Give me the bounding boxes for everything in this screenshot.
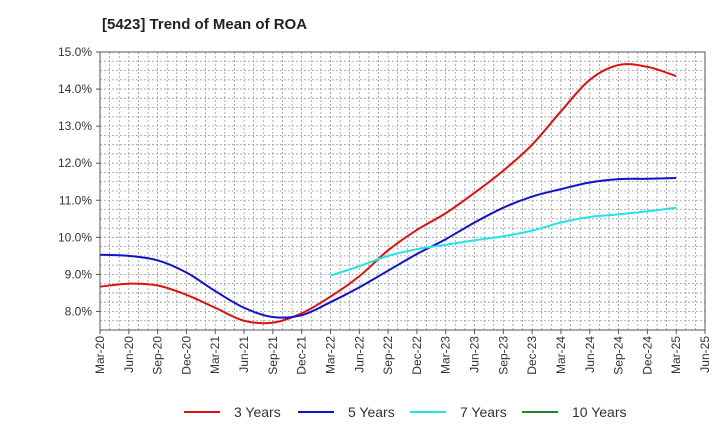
x-tick-label: Jun-20 xyxy=(122,336,136,373)
x-tick-label: Jun-22 xyxy=(352,336,366,373)
series-line-7-years xyxy=(330,206,677,277)
x-tick-label: Dec-23 xyxy=(525,336,539,375)
grid-lines xyxy=(100,52,705,330)
x-tick-label: Dec-20 xyxy=(179,336,193,375)
legend: 3 Years 5 Years 7 Years 10 Years xyxy=(0,404,720,428)
x-tick-label: Mar-24 xyxy=(554,336,568,374)
x-tick-label: Jun-21 xyxy=(237,336,251,373)
x-tick-label: Mar-25 xyxy=(669,336,683,374)
legend-label-10-years: 10 Years xyxy=(572,404,627,420)
legend-swatch-5-years xyxy=(298,411,334,413)
x-tick-label: Dec-21 xyxy=(295,336,309,375)
y-tick-label: 12.0% xyxy=(58,156,92,170)
x-tick-label: Dec-22 xyxy=(410,336,424,375)
legend-swatch-7-years xyxy=(410,411,446,413)
legend-item-10-years: 10 Years xyxy=(522,404,627,420)
y-axis-ticks: 8.0% 9.0% 10.0% 11.0% 12.0% 13.0% 14.0% 15.0% xyxy=(58,45,100,318)
y-tick-label: 8.0% xyxy=(65,304,93,318)
x-tick-label: Jun-23 xyxy=(468,336,482,373)
x-tick-label: Sep-24 xyxy=(612,336,626,375)
x-axis-ticks: Mar-20 Jun-20 Sep-20 Dec-20 Mar-21 Jun-21 Sep-… xyxy=(93,330,712,375)
legend-item-7-years: 7 Years xyxy=(410,404,507,420)
series-line-5-years xyxy=(99,177,677,319)
x-tick-label: Jun-24 xyxy=(583,336,597,373)
x-tick-label: Jun-25 xyxy=(698,336,712,373)
y-tick-label: 14.0% xyxy=(58,82,92,96)
y-tick-label: 15.0% xyxy=(58,45,92,59)
legend-label-3-years: 3 Years xyxy=(234,404,281,420)
y-tick-label: 9.0% xyxy=(65,267,93,281)
y-tick-label: 13.0% xyxy=(58,119,92,133)
x-tick-label: Sep-21 xyxy=(266,336,280,375)
x-tick-label: Mar-21 xyxy=(208,336,222,374)
series-line-3-years xyxy=(99,63,677,325)
chart-title: [5423] Trend of Mean of ROA xyxy=(102,16,308,33)
legend-label-5-years: 5 Years xyxy=(348,404,395,420)
legend-swatch-3-years xyxy=(184,411,220,413)
plot-border xyxy=(99,51,706,331)
y-tick-label: 10.0% xyxy=(58,230,92,244)
x-tick-label: Mar-22 xyxy=(323,336,337,374)
y-tick-label: 11.0% xyxy=(59,193,92,207)
x-tick-label: Sep-20 xyxy=(151,336,165,375)
x-tick-label: Mar-20 xyxy=(93,336,107,374)
legend-item-3-years: 3 Years xyxy=(184,404,281,420)
legend-swatch-10-years xyxy=(522,411,558,413)
series-lines xyxy=(99,63,677,325)
legend-label-7-years: 7 Years xyxy=(460,404,507,420)
x-tick-label: Sep-22 xyxy=(381,336,395,375)
x-tick-label: Mar-23 xyxy=(439,336,453,374)
x-tick-label: Dec-24 xyxy=(640,336,654,375)
legend-item-5-years: 5 Years xyxy=(298,404,395,420)
x-tick-label: Sep-23 xyxy=(496,336,510,375)
